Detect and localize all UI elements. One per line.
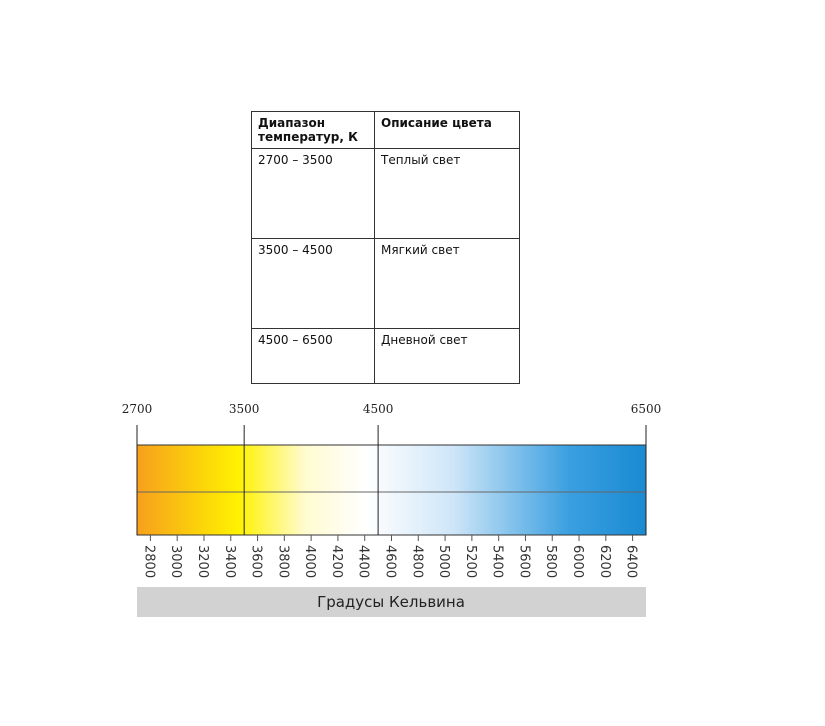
marker-label: 6500 (631, 402, 662, 416)
header-row: Диапазон температур, К Описание цвета (251, 111, 520, 149)
header-cell: Описание цвета (374, 111, 520, 149)
cell: 2700 – 3500 (251, 148, 375, 239)
tick-label: 5200 (463, 545, 478, 578)
tick-label: 3600 (249, 545, 264, 578)
tick-label: 4400 (356, 545, 371, 578)
marker-label: 3500 (229, 402, 260, 416)
tick-label: 5400 (490, 545, 505, 578)
tick-label: 4800 (409, 545, 424, 578)
marker-label: 4500 (363, 402, 394, 416)
tick-label: 5800 (543, 545, 558, 578)
gradient-bar (136, 444, 647, 536)
tick-label: 6200 (597, 545, 612, 578)
tick-label: 2800 (141, 545, 156, 578)
cell: Мягкий свет (374, 238, 520, 329)
row: 2700 – 3500 Теплый свет (251, 148, 520, 239)
cell: 3500 – 4500 (251, 238, 375, 329)
temperature-table: Диапазон температур, К Описание цвета 27… (251, 111, 520, 384)
caption-bar (137, 587, 646, 617)
cell: 4500 – 6500 (251, 328, 375, 384)
row: 4500 – 6500 Дневной свет (251, 328, 520, 384)
tick-label: 3200 (195, 545, 210, 578)
tick-label: 3800 (275, 545, 290, 578)
tick-label: 5000 (436, 545, 451, 578)
marker-label: 2700 (122, 402, 153, 416)
tick-label: 4200 (329, 545, 344, 578)
row: 3500 – 4500 Мягкий свет (251, 238, 520, 329)
tick-label: 6400 (624, 545, 639, 578)
tick-label: 4000 (302, 545, 317, 578)
tick-label: 3400 (222, 545, 237, 578)
caption: Градусы Кельвина (317, 593, 465, 611)
cell: Дневной свет (374, 328, 520, 384)
tick-label: 4600 (383, 545, 398, 578)
tick-label: 6000 (570, 545, 585, 578)
cell: Теплый свет (374, 148, 520, 239)
header-cell: Диапазон температур, К (251, 111, 375, 149)
tick-label: 3000 (168, 545, 183, 578)
tick-label: 5600 (516, 545, 531, 578)
